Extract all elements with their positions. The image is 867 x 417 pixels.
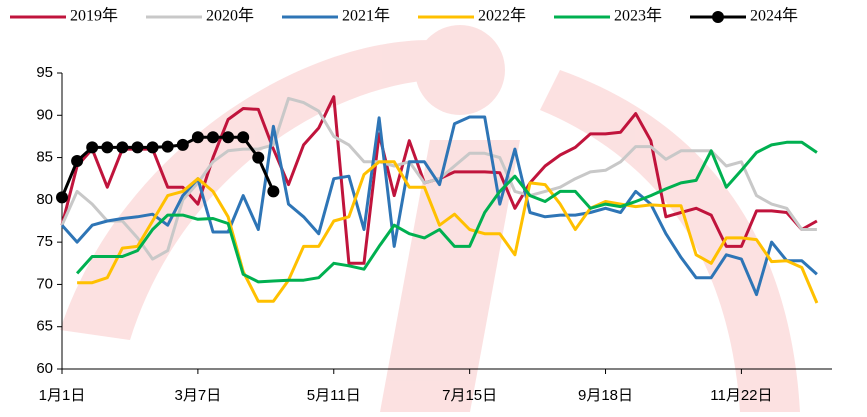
legend-label: 2020年 bbox=[206, 7, 254, 25]
y-tick-label: 90 bbox=[36, 106, 53, 123]
watermark-shape bbox=[380, 140, 520, 412]
watermark-shape bbox=[60, 40, 430, 340]
legend-marker bbox=[712, 11, 724, 23]
x-tick-label: 5月11日 bbox=[307, 387, 361, 404]
legend-label: 2022年 bbox=[478, 7, 526, 25]
chart: 2019年 2020年 2021年 2022年 2023年 2024年 60 65 70 75 8… bbox=[0, 0, 867, 412]
x-tick-label: 1月1日 bbox=[39, 387, 86, 404]
watermark-shape bbox=[415, 25, 505, 115]
point-marker bbox=[177, 139, 189, 151]
point-marker bbox=[162, 141, 174, 153]
point-marker bbox=[101, 141, 113, 153]
y-tick-label: 80 bbox=[36, 191, 53, 208]
x-tick-label: 7月15日 bbox=[442, 387, 497, 404]
point-marker bbox=[252, 152, 264, 164]
point-marker bbox=[237, 131, 249, 143]
x-tick-label: 3月7日 bbox=[175, 387, 222, 404]
y-tick-label: 95 bbox=[36, 64, 53, 81]
point-marker bbox=[116, 141, 128, 153]
legend-label: 2019年 bbox=[70, 7, 118, 25]
point-marker bbox=[131, 141, 143, 153]
legend-label: 2021年 bbox=[342, 7, 390, 25]
legend: 2019年 2020年 2021年 2022年 2023年 2024年 bbox=[10, 7, 798, 25]
point-marker bbox=[56, 191, 68, 203]
x-tick-label: 11月22日 bbox=[710, 387, 772, 404]
y-tick-label: 85 bbox=[36, 149, 53, 166]
point-marker bbox=[192, 131, 204, 143]
legend-label: 2023年 bbox=[614, 7, 662, 25]
y-tick-label: 70 bbox=[36, 275, 53, 292]
x-tick-label: 9月18日 bbox=[578, 387, 633, 404]
y-tick-label: 75 bbox=[36, 233, 53, 250]
y-tick-label: 60 bbox=[36, 360, 53, 377]
point-marker bbox=[147, 141, 159, 153]
legend-label: 2024年 bbox=[750, 7, 798, 25]
point-marker bbox=[222, 131, 234, 143]
point-marker bbox=[86, 141, 98, 153]
point-marker bbox=[267, 185, 279, 197]
point-marker bbox=[207, 131, 219, 143]
y-tick-label: 65 bbox=[36, 318, 53, 335]
point-marker bbox=[71, 155, 83, 167]
